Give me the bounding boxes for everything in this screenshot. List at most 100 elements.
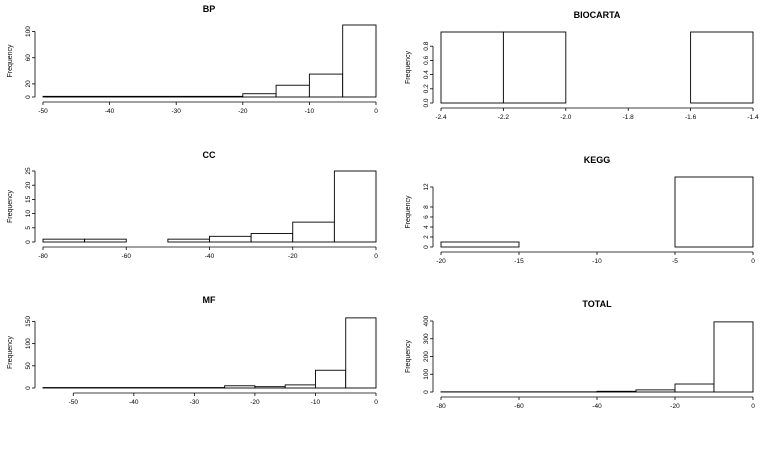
y-tick-label: 0 bbox=[25, 386, 32, 390]
chart-title: BP bbox=[203, 4, 216, 14]
y-tick-label: 400 bbox=[423, 315, 430, 326]
y-tick-label: 25 bbox=[25, 167, 32, 175]
histogram-bar bbox=[440, 31, 504, 104]
histogram-bp: BP -50 -40 -30 -20 -10 0 0 20 60 100 Frequency bbox=[7, 4, 378, 115]
y-tick-label: 50 bbox=[25, 362, 32, 370]
y-tick-label: 6 bbox=[423, 215, 430, 219]
x-tick-label: -1.6 bbox=[685, 114, 697, 121]
y-tick-label: 150 bbox=[25, 316, 32, 327]
y-tick-label: 0.6 bbox=[423, 56, 430, 65]
x-tick-label: 0 bbox=[374, 399, 378, 406]
histogram-bar bbox=[284, 384, 316, 389]
x-tick-label: -10 bbox=[311, 399, 321, 406]
x-tick-label: -5 bbox=[672, 258, 678, 265]
x-tick-label: -60 bbox=[514, 403, 524, 410]
histogram-biocarta: BIOCARTA -2.4 -2.2 -2.0 -1.8 -1.6 -1.4 0.0 0.2 0.… bbox=[405, 10, 759, 121]
histogram-bar bbox=[690, 31, 754, 104]
y-tick-label: 0 bbox=[423, 390, 430, 394]
histogram-cc: CC -80 -60 -40 -20 0 0 5 10 15 20 25 Frequency bbox=[7, 150, 378, 260]
histogram-bar bbox=[250, 233, 294, 243]
x-tick-label: -1.4 bbox=[747, 114, 759, 121]
histogram-mf: MF -50 -40 -30 -20 -10 0 0 50 100 150 Frequency bbox=[7, 295, 378, 406]
x-tick-label: -30 bbox=[190, 399, 200, 406]
histogram-bar bbox=[42, 238, 86, 243]
histogram-bar bbox=[674, 176, 754, 248]
y-axis-label: Frequency bbox=[7, 44, 14, 78]
chart-title: MF bbox=[203, 295, 216, 305]
y-axis-label: Frequency bbox=[7, 189, 14, 223]
y-axis-label: Frequency bbox=[7, 335, 14, 369]
histogram-bar bbox=[596, 390, 637, 393]
x-tick-label: -40 bbox=[592, 403, 602, 410]
x-tick-label: -40 bbox=[129, 399, 139, 406]
histogram-bar bbox=[674, 383, 715, 393]
histogram-bar bbox=[254, 386, 286, 389]
x-tick-label: -80 bbox=[38, 253, 48, 260]
y-tick-label: 15 bbox=[25, 195, 32, 203]
x-tick-label: 0 bbox=[374, 108, 378, 115]
x-tick-label: -10 bbox=[592, 258, 602, 265]
y-tick-label: 2 bbox=[423, 235, 430, 239]
histogram-bar bbox=[167, 238, 210, 243]
y-tick-label: 0.2 bbox=[423, 84, 430, 93]
y-tick-label: 300 bbox=[423, 333, 430, 344]
y-tick-label: 5 bbox=[25, 226, 32, 230]
chart-title: CC bbox=[203, 150, 216, 160]
histogram-bar bbox=[292, 221, 335, 243]
y-tick-label: 0.0 bbox=[423, 98, 430, 107]
x-tick-label: -1.8 bbox=[623, 114, 635, 121]
x-tick-label: -20 bbox=[238, 108, 248, 115]
x-tick-label: -80 bbox=[436, 403, 446, 410]
y-tick-label: 12 bbox=[423, 183, 430, 191]
histogram-bar bbox=[275, 84, 310, 98]
y-tick-label: 0 bbox=[423, 245, 430, 249]
x-tick-label: -2.0 bbox=[560, 114, 572, 121]
x-tick-label: -30 bbox=[171, 108, 181, 115]
histogram-bar bbox=[713, 321, 754, 393]
x-tick-label: -15 bbox=[514, 258, 524, 265]
histogram-bar bbox=[440, 241, 520, 248]
y-axis-label: Frequency bbox=[405, 195, 412, 229]
histogram-bar bbox=[209, 235, 252, 243]
histogram-bar bbox=[635, 389, 676, 393]
y-tick-label: 10 bbox=[25, 210, 32, 218]
y-tick-label: 0 bbox=[25, 240, 32, 244]
y-tick-label: 8 bbox=[423, 205, 430, 209]
chart-title: TOTAL bbox=[582, 299, 612, 309]
histogram-bar bbox=[242, 93, 277, 98]
y-tick-label: 0.4 bbox=[423, 70, 430, 79]
x-tick-label: 0 bbox=[374, 253, 378, 260]
x-tick-label: 0 bbox=[751, 258, 755, 265]
y-tick-label: 20 bbox=[25, 80, 32, 88]
y-tick-label: 200 bbox=[423, 351, 430, 362]
histogram-total: TOTAL -80 -60 -40 -20 0 0 100 200 300 400 Frequency bbox=[405, 299, 755, 410]
histogram-bar bbox=[42, 95, 244, 98]
x-tick-label: -10 bbox=[305, 108, 315, 115]
x-tick-label: -20 bbox=[288, 253, 298, 260]
x-tick-label: -40 bbox=[105, 108, 115, 115]
x-tick-label: 0 bbox=[751, 403, 755, 410]
x-tick-label: -20 bbox=[436, 258, 446, 265]
chart-title: BIOCARTA bbox=[574, 10, 621, 20]
histogram-bar bbox=[84, 238, 127, 243]
y-tick-label: 100 bbox=[423, 368, 430, 379]
y-tick-label: 100 bbox=[25, 26, 32, 37]
x-tick-label: -2.2 bbox=[498, 114, 510, 121]
histogram-bar bbox=[315, 369, 347, 389]
histogram-bar bbox=[502, 31, 567, 104]
y-tick-label: 60 bbox=[25, 54, 32, 62]
histogram-bar bbox=[333, 170, 377, 243]
histogram-bar bbox=[345, 317, 377, 389]
x-tick-label: -50 bbox=[38, 108, 48, 115]
y-tick-label: 0 bbox=[25, 95, 32, 99]
x-tick-label: -2.4 bbox=[435, 114, 447, 121]
x-tick-label: -40 bbox=[205, 253, 215, 260]
y-tick-label: 0.8 bbox=[423, 41, 430, 50]
x-tick-label: -50 bbox=[69, 399, 79, 406]
chart-title: KEGG bbox=[584, 155, 611, 165]
y-axis-label: Frequency bbox=[405, 50, 412, 84]
y-axis-label: Frequency bbox=[405, 339, 412, 373]
x-tick-label: -20 bbox=[250, 399, 260, 406]
histogram-bar bbox=[224, 385, 256, 389]
